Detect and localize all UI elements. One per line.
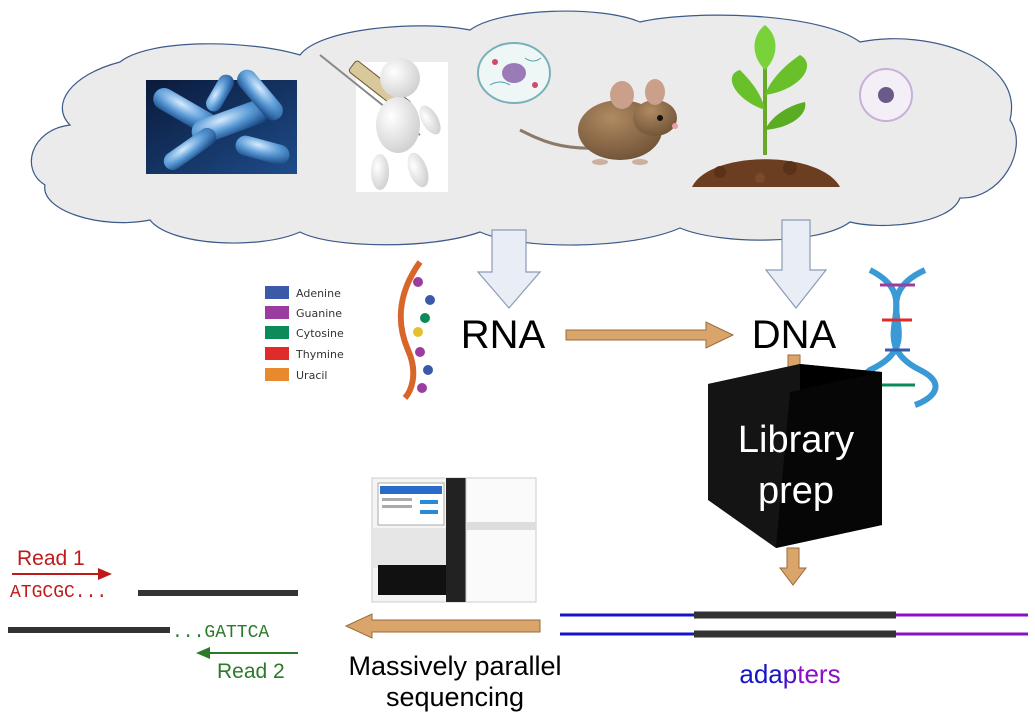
rna-strand-image bbox=[397, 260, 435, 400]
library-prep-label-line2: prep bbox=[758, 470, 834, 512]
read1-label: Read 1 bbox=[17, 547, 85, 570]
nucleotide-legend: Adenine Guanine Cytosine Thymine Uracil bbox=[265, 286, 344, 382]
read2-arrow bbox=[196, 647, 298, 659]
plant-image bbox=[692, 25, 840, 187]
legend-label-uracil: Uracil bbox=[296, 369, 327, 382]
syringe-figure-image bbox=[319, 54, 448, 192]
organisms-cloud bbox=[30, 10, 1017, 246]
legend-label-adenine: Adenine bbox=[296, 287, 341, 300]
read1-arrow bbox=[12, 568, 112, 580]
adapters-label-part3: ters bbox=[797, 659, 840, 689]
sequencer-machine-image bbox=[371, 477, 537, 603]
cloud-to-dna-arrow bbox=[764, 219, 828, 309]
adapters-label-part1: ada bbox=[739, 659, 783, 689]
legend-label-guanine: Guanine bbox=[296, 307, 342, 320]
sequencing-label-line1: Massively parallel bbox=[348, 651, 561, 681]
legend-swatch-uracil bbox=[265, 368, 289, 381]
legend-swatch-guanine bbox=[265, 306, 289, 319]
round-cell-image bbox=[859, 68, 913, 122]
cell-image bbox=[477, 42, 551, 104]
rna-label: RNA bbox=[461, 313, 546, 357]
sequencing-arrow bbox=[344, 613, 541, 639]
read2-label: Read 2 bbox=[217, 660, 285, 683]
dna-label: DNA bbox=[752, 313, 837, 357]
library-prep-cube: Library prep bbox=[708, 364, 882, 548]
paired-reads: Read 1 ATGCGC... ...GATTCA Read 2 bbox=[8, 547, 298, 683]
legend-swatch-cytosine bbox=[265, 326, 289, 339]
legend-label-cytosine: Cytosine bbox=[296, 327, 344, 340]
adapters-label-part2: p bbox=[783, 659, 797, 689]
adapters-label: adapters bbox=[739, 659, 840, 689]
read1-sequence: ATGCGC... bbox=[10, 583, 107, 603]
bacteria-image bbox=[146, 69, 297, 174]
legend-swatch-thymine bbox=[265, 347, 289, 360]
legend-swatch-adenine bbox=[265, 286, 289, 299]
legend-label-thymine: Thymine bbox=[295, 348, 344, 361]
rna-to-dna-arrow bbox=[565, 321, 735, 349]
library-to-adapters-arrow bbox=[778, 547, 808, 586]
library-prep-label-line1: Library bbox=[738, 419, 854, 461]
sequencing-label-line2: sequencing bbox=[386, 682, 524, 712]
cloud-to-rna-arrow bbox=[476, 229, 542, 309]
mouse-image bbox=[519, 79, 678, 165]
adapter-construct bbox=[560, 611, 1028, 638]
read2-sequence: ...GATTCA bbox=[172, 623, 269, 643]
